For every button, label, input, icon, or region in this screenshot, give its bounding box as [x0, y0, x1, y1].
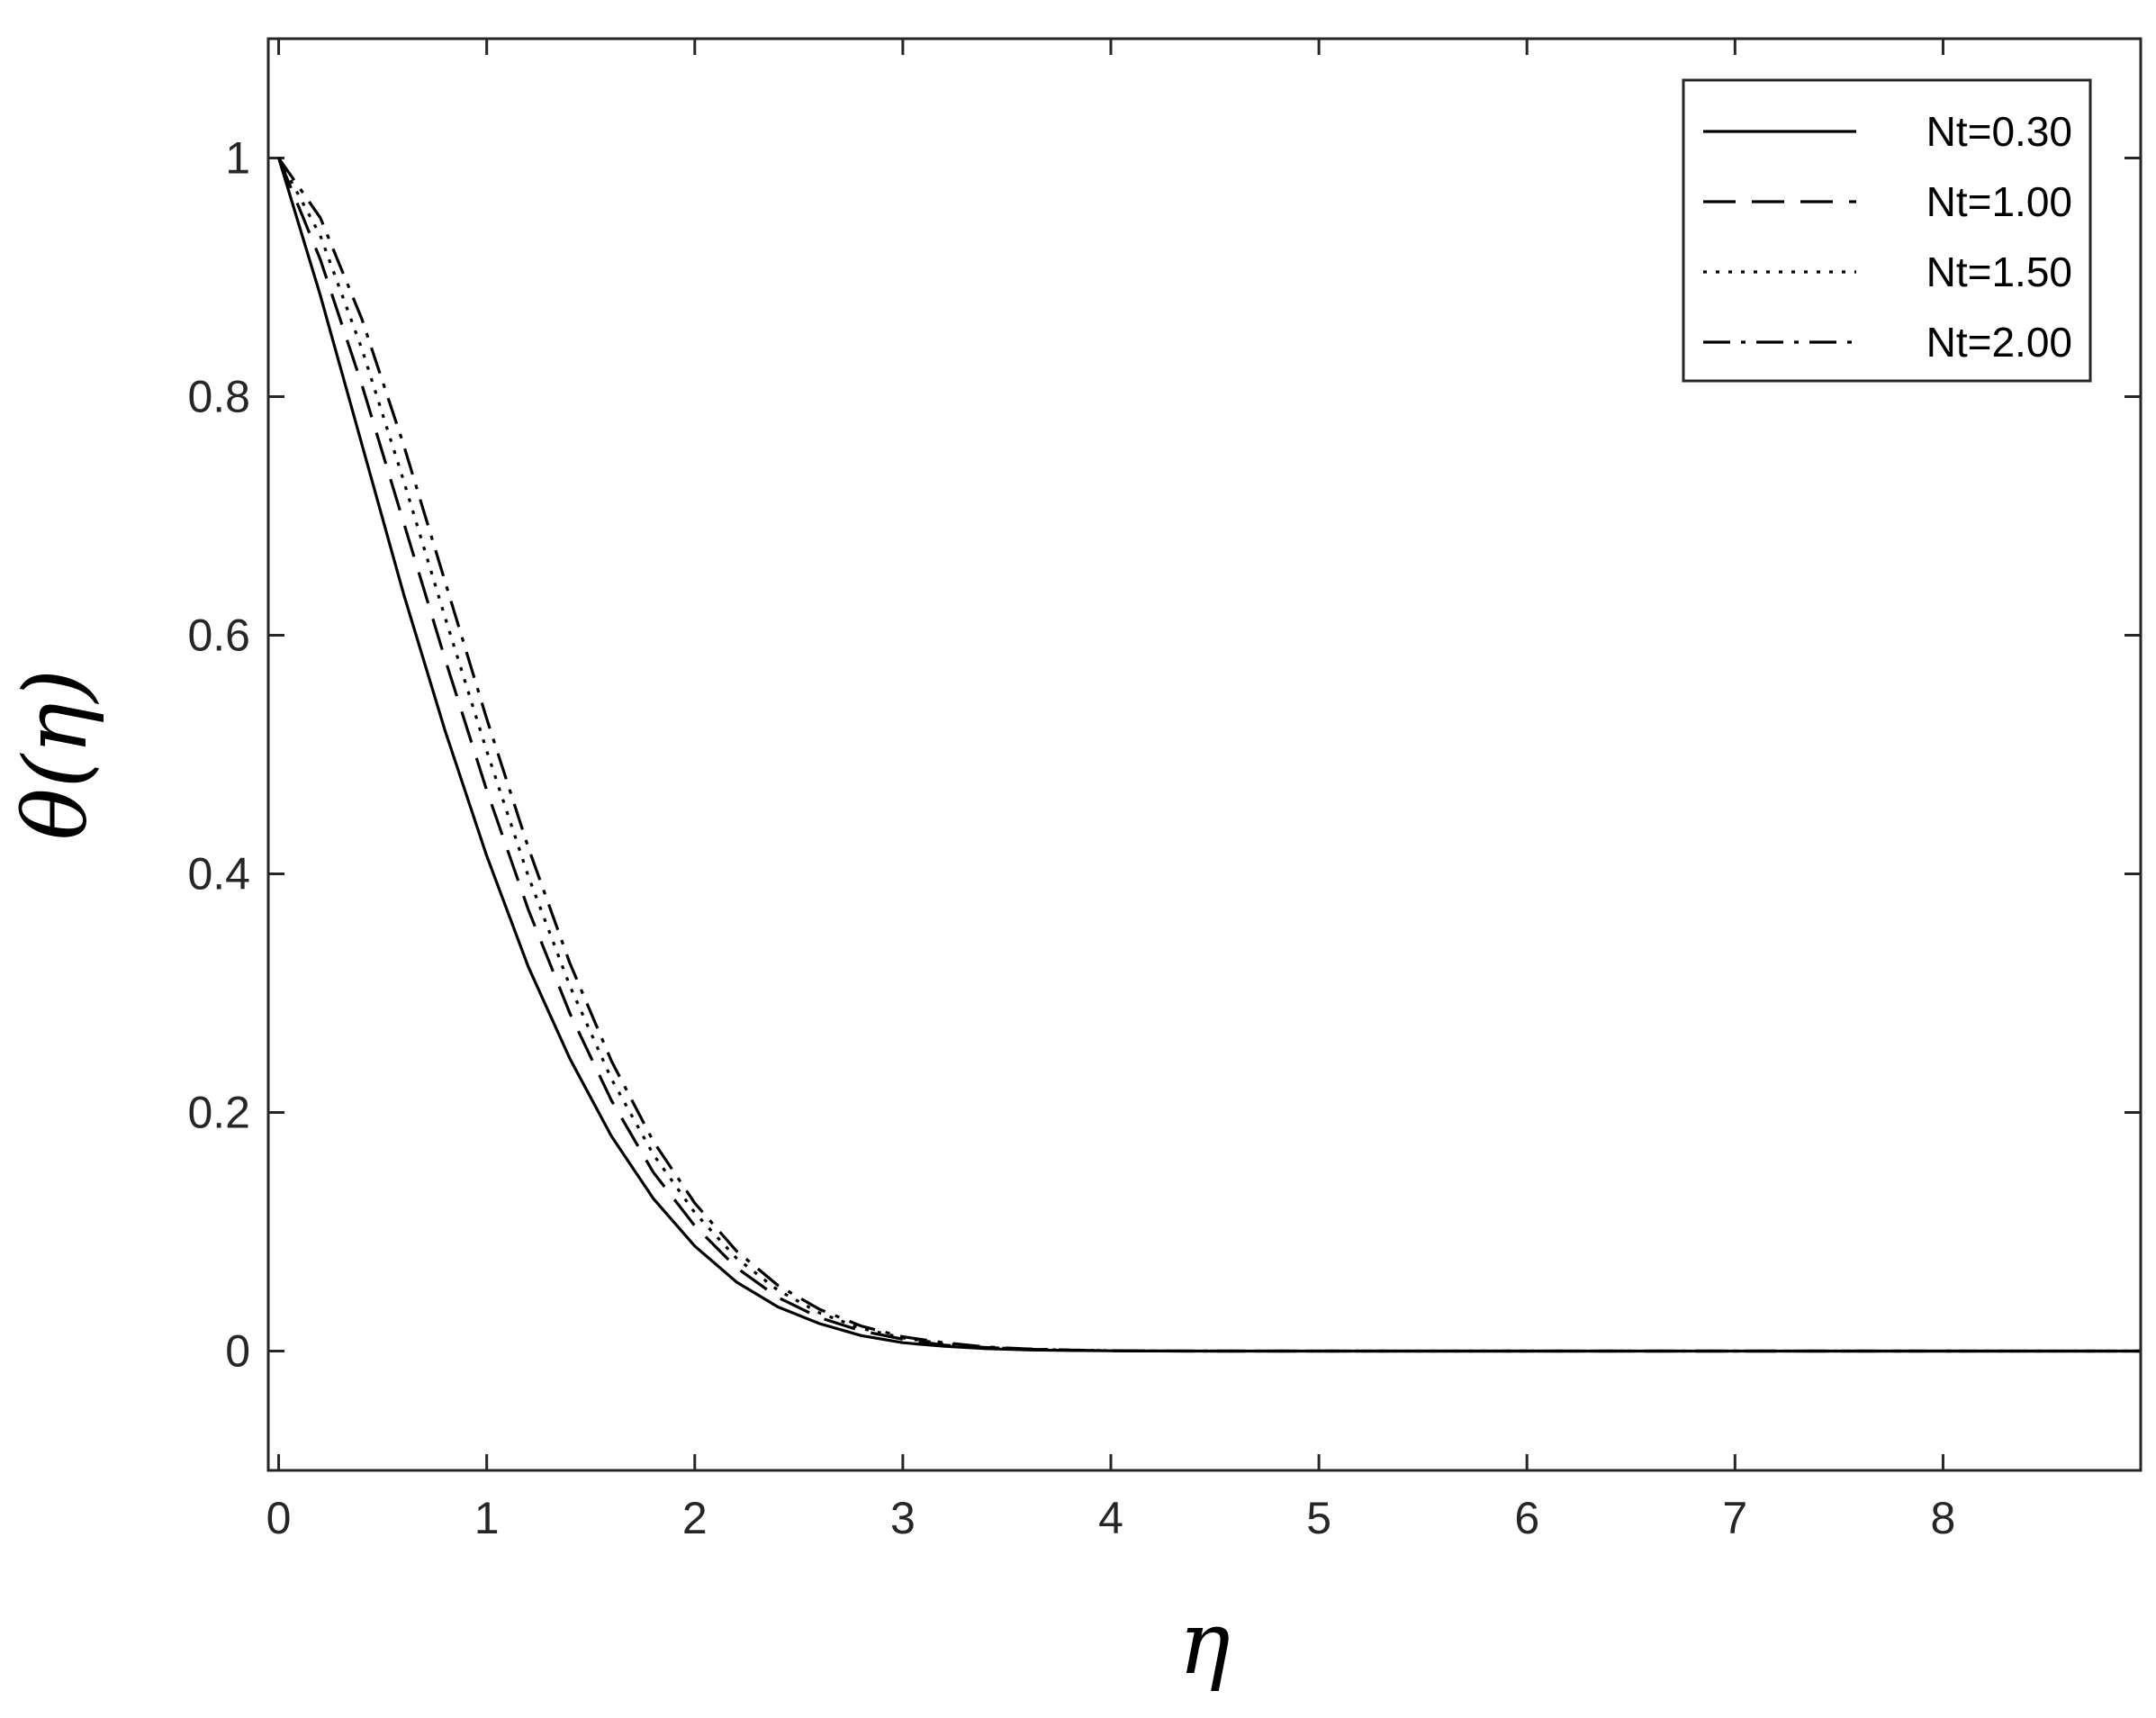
- x-tick-label: 7: [1722, 1493, 1747, 1543]
- x-axis-title: η: [1178, 1593, 1231, 1694]
- y-tick-label: 0.2: [187, 1088, 250, 1138]
- legend-label: Nt=0.30: [1926, 108, 2072, 155]
- x-tick-label: 2: [682, 1493, 708, 1543]
- legend-label: Nt=1.00: [1926, 178, 2072, 225]
- plot-frame: [266, 37, 2142, 1472]
- legend-label: Nt=2.00: [1926, 319, 2072, 366]
- y-tick-label: 0.6: [187, 610, 250, 661]
- x-tick-label: 8: [1931, 1493, 1956, 1543]
- x-tick-label: 6: [1514, 1493, 1539, 1543]
- series-line-3: [277, 157, 2141, 1353]
- series-layer: [277, 157, 2141, 1353]
- x-tick-label: 3: [890, 1493, 916, 1543]
- x-tick-label: 4: [1098, 1493, 1123, 1543]
- x-tick-label: 1: [474, 1493, 500, 1543]
- legend-label: Nt=1.50: [1926, 249, 2072, 295]
- y-tick-label: 0.8: [187, 372, 250, 422]
- y-tick-label: 1: [225, 133, 250, 184]
- tick-labels: 0 1 2 3 4 5 6 7 8 0 0.2 0.4 0.6 0.8 1: [187, 133, 1955, 1544]
- y-tick-label: 0: [225, 1326, 250, 1377]
- x-tick-label: 5: [1306, 1493, 1331, 1543]
- y-tick-label: 0.4: [187, 849, 250, 900]
- y-axis-title: θ(η): [5, 669, 106, 840]
- x-tick-label: 0: [266, 1493, 292, 1543]
- legend: Nt=0.30 Nt=1.00 Nt=1.50 Nt=2.00: [1682, 78, 2092, 383]
